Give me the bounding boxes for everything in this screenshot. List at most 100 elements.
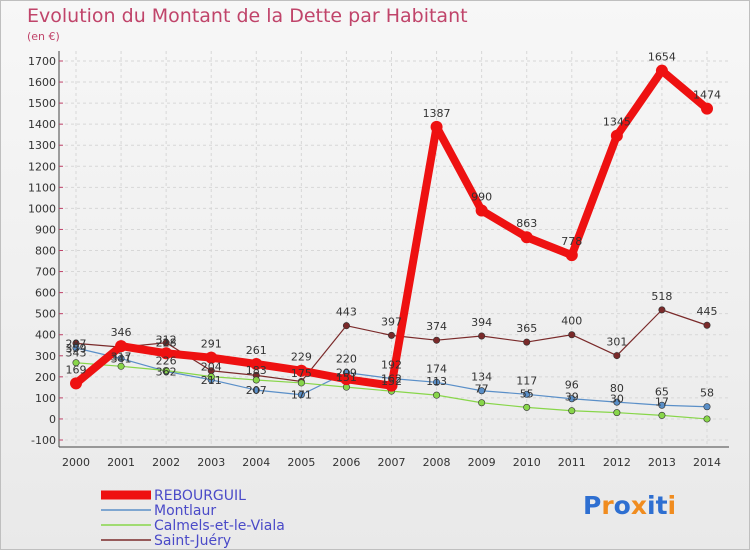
data-point <box>568 331 576 339</box>
chart-unit: (en €) <box>27 30 60 43</box>
y-tick-label: 1200 <box>28 160 56 173</box>
data-label: 220 <box>336 353 357 366</box>
data-label: 117 <box>516 374 537 387</box>
data-label: 778 <box>561 235 582 248</box>
data-label: 113 <box>426 375 447 388</box>
data-label: 80 <box>610 382 624 395</box>
data-point <box>433 378 441 386</box>
data-point <box>297 391 305 399</box>
data-point <box>72 344 80 352</box>
data-label: 394 <box>471 316 492 329</box>
data-label: 445 <box>697 305 718 318</box>
data-label: 30 <box>610 393 624 406</box>
data-label: 990 <box>471 190 492 203</box>
data-point <box>658 306 666 314</box>
x-tick-label: 2001 <box>107 456 135 469</box>
data-label: 152 <box>381 375 402 388</box>
data-label: 17 <box>655 395 669 408</box>
data-label: 183 <box>246 364 267 377</box>
data-point <box>703 321 711 329</box>
data-label: 291 <box>201 338 222 351</box>
axes: -100 0 100 200 300 400 500 600 700 800 900 1000 1100… <box>28 51 729 469</box>
data-point <box>568 395 576 403</box>
y-tick-label: 1000 <box>28 202 56 215</box>
data-label: 192 <box>381 359 402 372</box>
y-tick-label: 700 <box>35 266 56 279</box>
data-label: 134 <box>471 371 492 384</box>
data-label: 151 <box>336 371 357 384</box>
data-point <box>613 409 621 417</box>
legend-label: REBOURGUIL <box>154 488 246 504</box>
x-tick-label: 2014 <box>693 456 721 469</box>
y-tick-label: 1500 <box>28 97 56 110</box>
y-tick-label: 1400 <box>28 118 56 131</box>
data-label: 229 <box>291 351 312 364</box>
data-point <box>433 391 441 399</box>
data-label: 65 <box>655 385 669 398</box>
legend-label: Saint-Juéry <box>154 533 231 549</box>
data-label: 207 <box>246 384 267 397</box>
y-tick-label: 200 <box>35 371 56 384</box>
x-tick-label: 2003 <box>197 456 225 469</box>
x-tick-label: 2009 <box>468 456 496 469</box>
data-point <box>703 415 711 423</box>
x-tick-label: 2000 <box>62 456 90 469</box>
data-label: 261 <box>246 344 267 357</box>
data-label: 287 <box>66 337 87 350</box>
data-point <box>70 377 82 390</box>
data-label: 317 <box>111 350 132 363</box>
data-point <box>250 357 263 370</box>
data-point <box>610 129 623 142</box>
data-point <box>387 331 395 339</box>
y-tick-label: 1600 <box>28 76 56 89</box>
data-point <box>117 355 125 363</box>
data-point <box>205 351 218 364</box>
data-label: 1345 <box>603 116 631 129</box>
data-label: 518 <box>651 290 672 303</box>
x-tick-label: 2010 <box>513 456 541 469</box>
data-point <box>385 379 398 392</box>
data-label: 359 <box>66 342 87 355</box>
data-label: 374 <box>426 320 447 333</box>
chart-title: Evolution du Montant de la Dette par Hab… <box>27 5 468 27</box>
data-point <box>115 340 128 353</box>
data-point <box>207 373 215 381</box>
data-label: 443 <box>336 306 357 319</box>
data-point <box>72 359 80 367</box>
data-point <box>252 386 260 394</box>
data-point <box>295 364 308 377</box>
y-tick-label: 900 <box>35 223 56 236</box>
x-tick-label: 2011 <box>558 456 586 469</box>
data-label: 55 <box>520 387 534 400</box>
x-tick-label: 2006 <box>332 456 360 469</box>
data-point <box>658 401 666 409</box>
y-tick-label: 0 <box>49 413 56 426</box>
data-label: 343 <box>66 347 87 360</box>
data-label: 226 <box>156 355 177 368</box>
data-label: 312 <box>156 333 177 346</box>
data-label: 362 <box>156 365 177 378</box>
data-label: 228 <box>156 337 177 350</box>
data-labels: 169 346 312 291 261 229 1387 990 863 778 1345 1654 1… <box>66 51 722 409</box>
data-label: 1387 <box>423 107 451 120</box>
data-point <box>340 373 353 386</box>
data-label: 174 <box>426 362 447 375</box>
data-label: 162 <box>381 373 402 386</box>
data-point <box>655 64 668 77</box>
y-tick-label: -100 <box>31 434 56 447</box>
data-point <box>162 339 170 347</box>
y-tick-label: 1300 <box>28 139 56 152</box>
data-label: 1474 <box>693 89 721 102</box>
y-tick-label: 100 <box>35 392 56 405</box>
data-point <box>520 231 533 244</box>
x-tick-label: 2007 <box>378 456 406 469</box>
data-point <box>297 379 305 387</box>
data-point <box>523 338 531 346</box>
data-point <box>478 387 486 395</box>
data-label: 58 <box>700 387 714 400</box>
data-point <box>701 102 713 115</box>
data-label: 204 <box>201 361 222 374</box>
data-label: 301 <box>606 336 627 349</box>
x-tick-label: 2002 <box>152 456 180 469</box>
legend-label: Montlaur <box>154 503 216 519</box>
